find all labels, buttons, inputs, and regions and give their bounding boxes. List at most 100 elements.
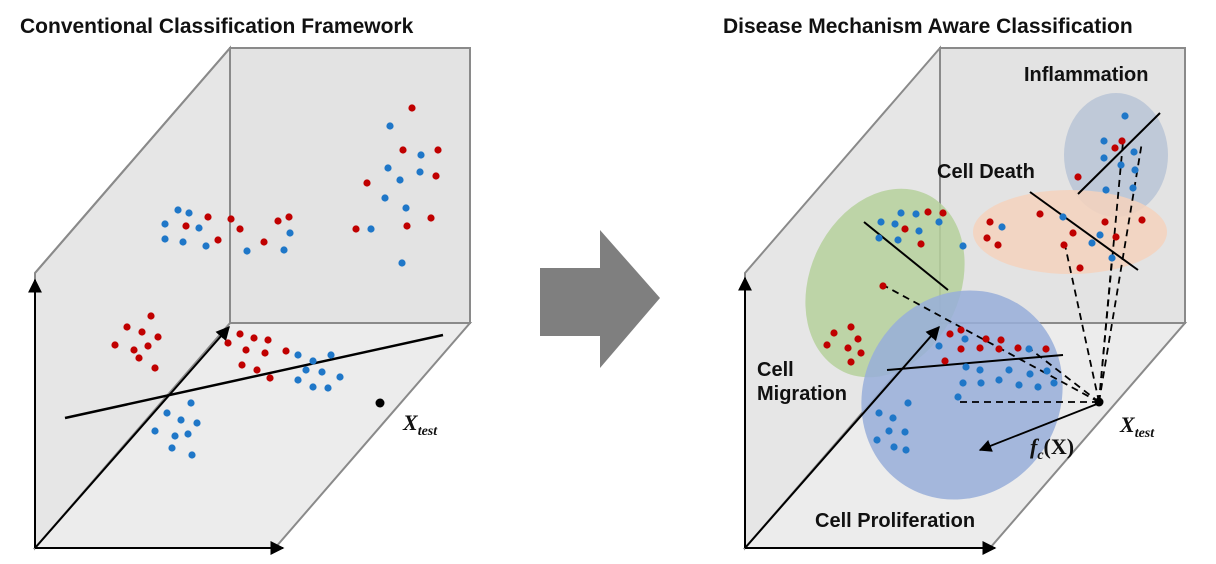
right-sample-point xyxy=(995,345,1003,353)
right-z-axis xyxy=(744,325,940,549)
projection-line-cell-migration xyxy=(882,284,1100,403)
left-sample-point xyxy=(302,366,310,374)
left-sample-point xyxy=(432,172,440,180)
right-sample-point xyxy=(957,326,965,334)
left-sample-point xyxy=(309,357,317,365)
left-test-point xyxy=(375,398,385,408)
left-sample-point xyxy=(294,351,302,359)
inflammation-boundary xyxy=(1077,112,1161,195)
cell-migration-label-line2: Migration xyxy=(757,383,847,405)
left-sample-point xyxy=(168,444,176,452)
right-sample-point xyxy=(891,220,899,228)
right-axes xyxy=(738,276,997,555)
right-sample-point xyxy=(847,323,855,331)
left-sample-point xyxy=(264,336,272,344)
right-sample-point xyxy=(857,349,865,357)
right-sample-point xyxy=(1005,366,1013,374)
right-sample-point xyxy=(1100,154,1108,162)
right-sample-point xyxy=(1042,345,1050,353)
right-sample-point xyxy=(939,209,947,217)
left-sample-point xyxy=(214,236,222,244)
right-sample-point xyxy=(957,345,965,353)
right-sample-point xyxy=(997,336,1005,344)
mapping-arrow xyxy=(978,403,1098,452)
left-sample-point xyxy=(336,373,344,381)
left-sample-point xyxy=(224,339,232,347)
right-test-label: Xtest xyxy=(1119,412,1155,441)
left-sample-point xyxy=(327,351,335,359)
right-sample-point xyxy=(954,393,962,401)
left-sample-point xyxy=(403,222,411,230)
left-sample-point xyxy=(187,399,195,407)
inflammation-label: Inflammation xyxy=(1024,64,1148,86)
right-sample-point xyxy=(976,366,984,374)
left-sample-point xyxy=(266,374,274,382)
left-test-label-sub: test xyxy=(418,424,439,439)
right-sample-point xyxy=(830,329,838,337)
right-sample-point xyxy=(946,330,954,338)
right-sample-point xyxy=(976,344,984,352)
projection-line-cell-proliferation-2 xyxy=(1024,344,1100,403)
right-sample-point xyxy=(901,225,909,233)
right-sample-point xyxy=(917,240,925,248)
left-panel-title: Conventional Classification Framework xyxy=(20,15,414,38)
left-sample-point xyxy=(151,427,159,435)
right-sample-point xyxy=(924,208,932,216)
left-sample-point xyxy=(185,209,193,217)
right-sample-point xyxy=(1015,381,1023,389)
left-sample-point xyxy=(147,312,155,320)
left-sample-point xyxy=(163,409,171,417)
right-sample-point xyxy=(894,236,902,244)
left-sample-point xyxy=(144,342,152,350)
left-sample-point xyxy=(260,238,268,246)
right-sample-point xyxy=(844,344,852,352)
left-sample-point xyxy=(236,225,244,233)
projection-function-arg: (X) xyxy=(1044,434,1075,459)
projection-line-cell-death-2 xyxy=(1098,257,1113,403)
left-test-label: Xtest xyxy=(402,410,438,439)
right-sample-point xyxy=(915,227,923,235)
left-sample-point xyxy=(171,432,179,440)
right-sample-point xyxy=(1100,137,1108,145)
left-sample-point xyxy=(193,419,201,427)
left-sample-point xyxy=(177,416,185,424)
left-sample-point xyxy=(294,376,302,384)
left-sample-point xyxy=(188,451,196,459)
projection-function-label: fc(X) xyxy=(1030,434,1074,463)
right-sample-points xyxy=(823,112,1146,454)
right-sample-point xyxy=(959,379,967,387)
cell-proliferation-region xyxy=(861,290,1063,500)
left-sample-point xyxy=(204,213,212,221)
left-sample-point xyxy=(154,333,162,341)
left-sample-point xyxy=(286,229,294,237)
left-sample-point xyxy=(402,204,410,212)
projection-line-cell-death xyxy=(1064,244,1100,403)
left-sample-point xyxy=(253,366,261,374)
right-sample-point xyxy=(873,436,881,444)
right-sample-point xyxy=(1138,216,1146,224)
left-sample-point xyxy=(242,346,250,354)
left-test-label-main: X xyxy=(402,410,419,435)
left-sample-point xyxy=(427,214,435,222)
left-sample-point xyxy=(352,225,360,233)
left-decision-boundary xyxy=(64,333,444,420)
left-sample-point xyxy=(434,146,442,154)
right-sample-point xyxy=(995,376,1003,384)
left-sample-point xyxy=(161,220,169,228)
right-sample-point xyxy=(941,357,949,365)
cell-migration-label-line1: Cell xyxy=(757,359,794,381)
right-sample-point xyxy=(994,241,1002,249)
left-sample-point xyxy=(261,349,269,357)
right-sample-point xyxy=(1117,161,1125,169)
right-panel-title: Disease Mechanism Aware Classification xyxy=(723,15,1133,38)
right-sample-point xyxy=(890,443,898,451)
projection-function-sub: c xyxy=(1037,448,1044,463)
left-sample-point xyxy=(195,224,203,232)
left-sample-point xyxy=(130,346,138,354)
right-sample-point xyxy=(962,363,970,371)
left-sample-point xyxy=(399,146,407,154)
right-sample-point xyxy=(1111,144,1119,152)
left-sample-point xyxy=(367,225,375,233)
right-sample-point xyxy=(935,218,943,226)
right-sample-point xyxy=(1026,370,1034,378)
